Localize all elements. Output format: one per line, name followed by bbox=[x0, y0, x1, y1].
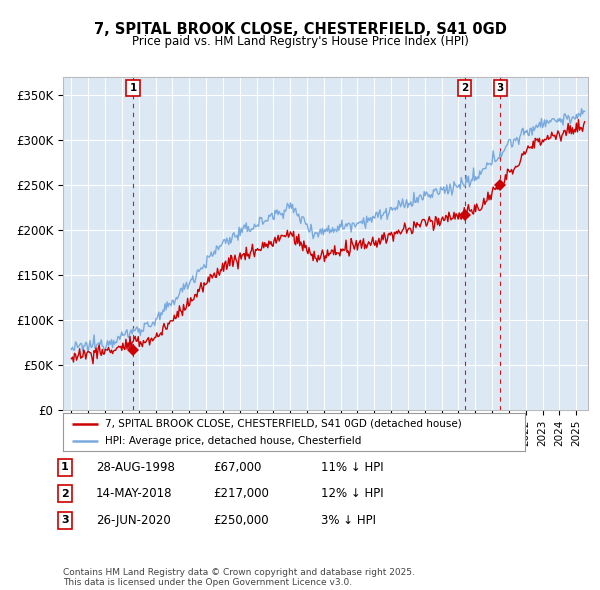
Text: 7, SPITAL BROOK CLOSE, CHESTERFIELD, S41 0GD: 7, SPITAL BROOK CLOSE, CHESTERFIELD, S41… bbox=[94, 22, 506, 37]
Text: 2: 2 bbox=[61, 489, 68, 499]
Text: £217,000: £217,000 bbox=[213, 487, 269, 500]
Text: 26-JUN-2020: 26-JUN-2020 bbox=[96, 514, 171, 527]
Text: HPI: Average price, detached house, Chesterfield: HPI: Average price, detached house, Ches… bbox=[104, 437, 361, 447]
Text: 28-AUG-1998: 28-AUG-1998 bbox=[96, 461, 175, 474]
Text: 7, SPITAL BROOK CLOSE, CHESTERFIELD, S41 0GD (detached house): 7, SPITAL BROOK CLOSE, CHESTERFIELD, S41… bbox=[104, 419, 461, 429]
Text: £67,000: £67,000 bbox=[213, 461, 262, 474]
Text: 12% ↓ HPI: 12% ↓ HPI bbox=[321, 487, 383, 500]
Text: 1: 1 bbox=[61, 463, 68, 472]
Text: 1: 1 bbox=[130, 83, 137, 93]
Text: £250,000: £250,000 bbox=[213, 514, 269, 527]
Text: 2: 2 bbox=[461, 83, 468, 93]
Text: Price paid vs. HM Land Registry's House Price Index (HPI): Price paid vs. HM Land Registry's House … bbox=[131, 35, 469, 48]
Text: 14-MAY-2018: 14-MAY-2018 bbox=[96, 487, 173, 500]
Text: 3: 3 bbox=[61, 516, 68, 525]
Text: 3% ↓ HPI: 3% ↓ HPI bbox=[321, 514, 376, 527]
Text: 3: 3 bbox=[497, 83, 504, 93]
Text: 11% ↓ HPI: 11% ↓ HPI bbox=[321, 461, 383, 474]
Text: Contains HM Land Registry data © Crown copyright and database right 2025.
This d: Contains HM Land Registry data © Crown c… bbox=[63, 568, 415, 587]
